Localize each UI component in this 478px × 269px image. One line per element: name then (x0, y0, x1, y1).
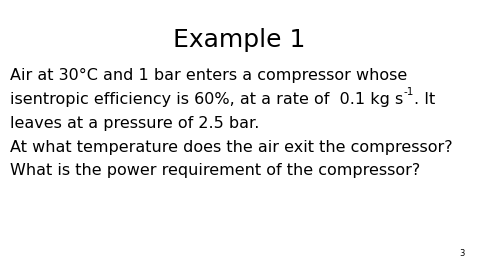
Text: At what temperature does the air exit the compressor?: At what temperature does the air exit th… (10, 140, 453, 155)
Text: -1: -1 (403, 87, 413, 97)
Text: 3: 3 (460, 249, 465, 258)
Text: Air at 30°C and 1 bar enters a compressor whose: Air at 30°C and 1 bar enters a compresso… (10, 68, 407, 83)
Text: Example 1: Example 1 (173, 28, 305, 52)
Text: What is the power requirement of the compressor?: What is the power requirement of the com… (10, 163, 420, 178)
Text: leaves at a pressure of 2.5 bar.: leaves at a pressure of 2.5 bar. (10, 116, 260, 131)
Text: isentropic efficiency is 60%, at a rate of  0.1 kg s: isentropic efficiency is 60%, at a rate … (10, 92, 403, 107)
Text: . It: . It (413, 92, 435, 107)
